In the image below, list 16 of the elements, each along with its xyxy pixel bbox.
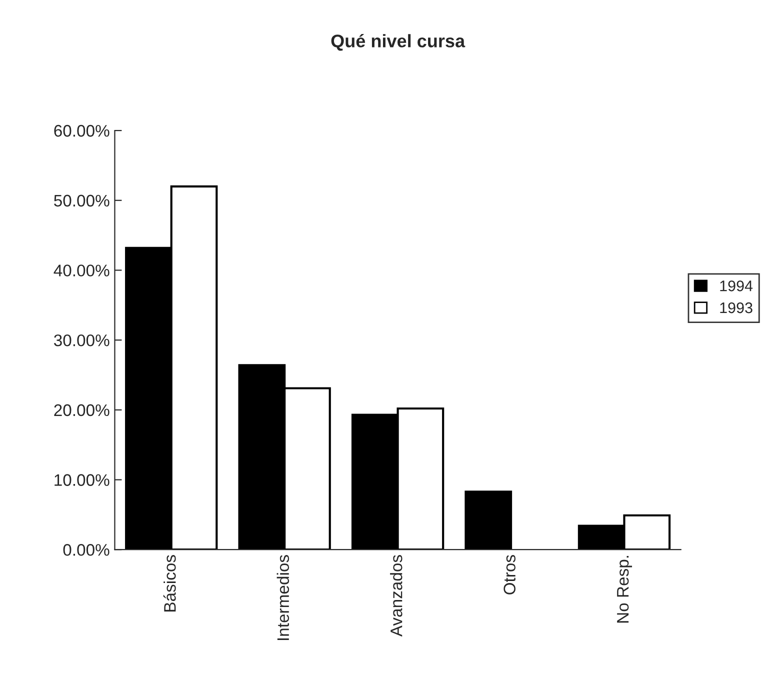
bar [464,490,512,550]
x-tick-label: Otros [504,555,516,594]
y-tick-label: 10.00% [54,474,110,486]
legend-label: 1993 [720,302,752,314]
y-tick-label: 30.00% [54,334,110,346]
y-tick-label: 60.00% [54,124,110,137]
y-tick-label: 50.00% [54,194,110,207]
x-tick-label: Intermedios [276,555,290,640]
x-tick-label: Avanzados [390,555,402,637]
x-tick-label: Básicos [163,555,176,612]
y-tick-label: 0.00% [63,544,110,556]
chart-title: Qué nivel cursa [331,34,466,51]
y-tick-label: 20.00% [54,404,110,416]
x-tick-label: No Resp. [617,556,632,623]
legend-label: 1994 [720,280,753,292]
y-tick-label: 40.00% [54,264,110,276]
